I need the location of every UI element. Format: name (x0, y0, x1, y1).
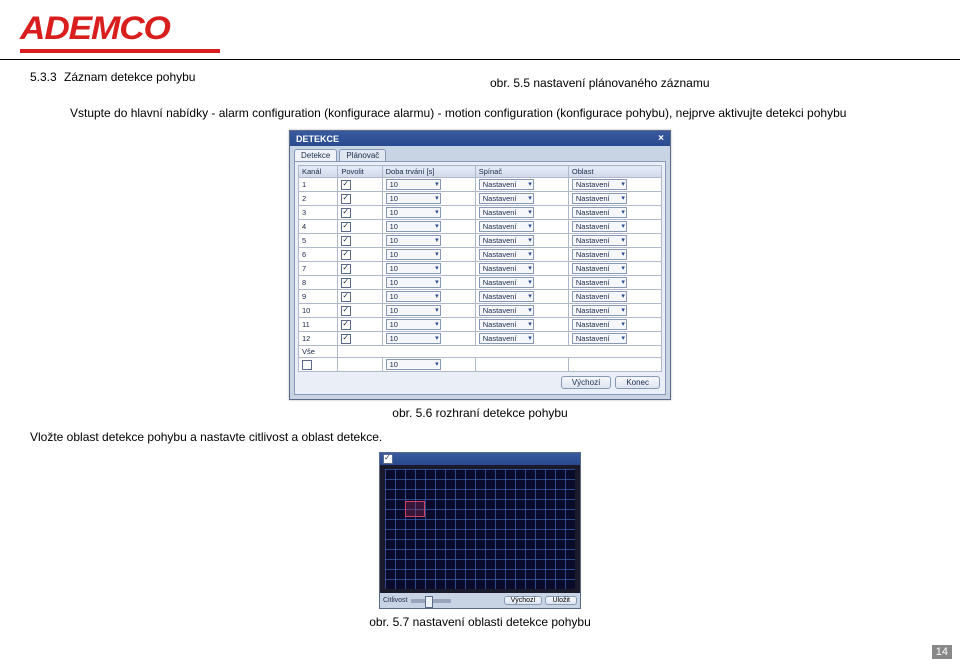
duration-dropdown[interactable]: 10 (386, 179, 441, 190)
area-dropdown[interactable]: Nastavení (572, 249, 627, 260)
area-dropdown[interactable]: Nastavení (572, 305, 627, 316)
paragraph-2: Vložte oblast detekce pohybu a nastavte … (30, 430, 930, 444)
close-button[interactable]: Konec (615, 376, 660, 389)
area-dropdown[interactable]: Nastavení (572, 221, 627, 232)
trigger-dropdown[interactable]: Nastavení (479, 291, 534, 302)
duration-dropdown[interactable]: 10 (386, 193, 441, 204)
area-dropdown[interactable]: Nastavení (572, 179, 627, 190)
table-row: 210NastaveníNastavení (299, 192, 662, 206)
logo-underline (20, 49, 220, 53)
window-titlebar: DETEKCE × (290, 131, 670, 146)
trigger-dropdown[interactable]: Nastavení (479, 277, 534, 288)
caption-5-6: obr. 5.6 rozhraní detekce pohybu (30, 406, 930, 420)
slider-label: Citlivost (383, 597, 408, 604)
table-row: 910NastaveníNastavení (299, 290, 662, 304)
area-dropdown[interactable]: Nastavení (572, 207, 627, 218)
section-title: Záznam detekce pohybu (64, 70, 195, 84)
col-povolit: Povolit (338, 166, 382, 178)
enable-check[interactable] (341, 194, 351, 204)
enable-check[interactable] (341, 264, 351, 274)
table-row: 410NastaveníNastavení (299, 220, 662, 234)
col-kanal: Kanál (299, 166, 338, 178)
close-icon[interactable]: × (658, 133, 664, 144)
caption-5-7: obr. 5.7 nastavení oblasti detekce pohyb… (30, 615, 930, 629)
page-number: 14 (932, 645, 952, 659)
enable-check[interactable] (341, 320, 351, 330)
detekce-window: DETEKCE × Detekce Plánovač Kanál Povolit… (289, 130, 671, 400)
enable-check[interactable] (341, 250, 351, 260)
area-check[interactable] (383, 454, 393, 464)
area-dropdown[interactable]: Nastavení (572, 235, 627, 246)
duration-dropdown[interactable]: 10 (386, 235, 441, 246)
area-window: Citlivost Výchozí Uložit (379, 452, 581, 609)
col-oblast: Oblast (568, 166, 661, 178)
tab-planovac[interactable]: Plánovač (339, 149, 386, 161)
col-spinac: Spínač (475, 166, 568, 178)
trigger-dropdown[interactable]: Nastavení (479, 319, 534, 330)
table-row: 1010NastaveníNastavení (299, 304, 662, 318)
logo: ADEMCO (20, 10, 960, 47)
table-row: 810NastaveníNastavení (299, 276, 662, 290)
dropdown-all-duration[interactable]: 10 (386, 359, 441, 370)
trigger-dropdown[interactable]: Nastavení (479, 179, 534, 190)
enable-check[interactable] (341, 278, 351, 288)
area-titlebar (380, 453, 580, 465)
enable-check[interactable] (341, 334, 351, 344)
trigger-dropdown[interactable]: Nastavení (479, 221, 534, 232)
tab-detekce[interactable]: Detekce (294, 149, 337, 161)
enable-check[interactable] (341, 180, 351, 190)
enable-check[interactable] (341, 208, 351, 218)
area-save-button[interactable]: Uložit (545, 596, 577, 605)
window-title: DETEKCE (296, 134, 339, 144)
section-number: 5.3.3 (30, 70, 57, 84)
default-button[interactable]: Výchozí (561, 376, 611, 389)
area-dropdown[interactable]: Nastavení (572, 291, 627, 302)
table-row: 310NastaveníNastavení (299, 206, 662, 220)
col-doba: Doba trvání [s] (382, 166, 475, 178)
duration-dropdown[interactable]: 10 (386, 333, 441, 344)
duration-dropdown[interactable]: 10 (386, 221, 441, 232)
table-row: 110NastaveníNastavení (299, 178, 662, 192)
check-all[interactable] (302, 360, 312, 370)
trigger-dropdown[interactable]: Nastavení (479, 207, 534, 218)
enable-check[interactable] (341, 222, 351, 232)
table-row: 1110NastaveníNastavení (299, 318, 662, 332)
duration-dropdown[interactable]: 10 (386, 249, 441, 260)
area-dropdown[interactable]: Nastavení (572, 193, 627, 204)
detection-table: Kanál Povolit Doba trvání [s] Spínač Obl… (298, 165, 662, 372)
duration-dropdown[interactable]: 10 (386, 207, 441, 218)
duration-dropdown[interactable]: 10 (386, 305, 441, 316)
trigger-dropdown[interactable]: Nastavení (479, 193, 534, 204)
paragraph-1: Vstupte do hlavní nabídky - alarm config… (70, 106, 930, 120)
selected-region[interactable] (405, 501, 425, 517)
trigger-dropdown[interactable]: Nastavení (479, 263, 534, 274)
caption-5-5: obr. 5.5 nastavení plánovaného záznamu (490, 76, 710, 90)
trigger-dropdown[interactable]: Nastavení (479, 333, 534, 344)
tabs: Detekce Plánovač (290, 146, 670, 161)
duration-dropdown[interactable]: 10 (386, 291, 441, 302)
detection-area-grid[interactable] (385, 469, 575, 589)
area-dropdown[interactable]: Nastavení (572, 277, 627, 288)
trigger-dropdown[interactable]: Nastavení (479, 249, 534, 260)
area-dropdown[interactable]: Nastavení (572, 319, 627, 330)
section-heading: 5.3.3 Záznam detekce pohybu (30, 70, 230, 84)
area-dropdown[interactable]: Nastavení (572, 333, 627, 344)
table-row: 510NastaveníNastavení (299, 234, 662, 248)
row-all-label: Vše (299, 346, 338, 358)
sensitivity-slider[interactable]: Citlivost (383, 596, 451, 605)
duration-dropdown[interactable]: 10 (386, 263, 441, 274)
trigger-dropdown[interactable]: Nastavení (479, 305, 534, 316)
duration-dropdown[interactable]: 10 (386, 277, 441, 288)
trigger-dropdown[interactable]: Nastavení (479, 235, 534, 246)
area-default-button[interactable]: Výchozí (504, 596, 543, 605)
area-dropdown[interactable]: Nastavení (572, 263, 627, 274)
table-row: 710NastaveníNastavení (299, 262, 662, 276)
table-row: 610NastaveníNastavení (299, 248, 662, 262)
enable-check[interactable] (341, 292, 351, 302)
table-row: 1210NastaveníNastavení (299, 332, 662, 346)
enable-check[interactable] (341, 306, 351, 316)
duration-dropdown[interactable]: 10 (386, 319, 441, 330)
enable-check[interactable] (341, 236, 351, 246)
